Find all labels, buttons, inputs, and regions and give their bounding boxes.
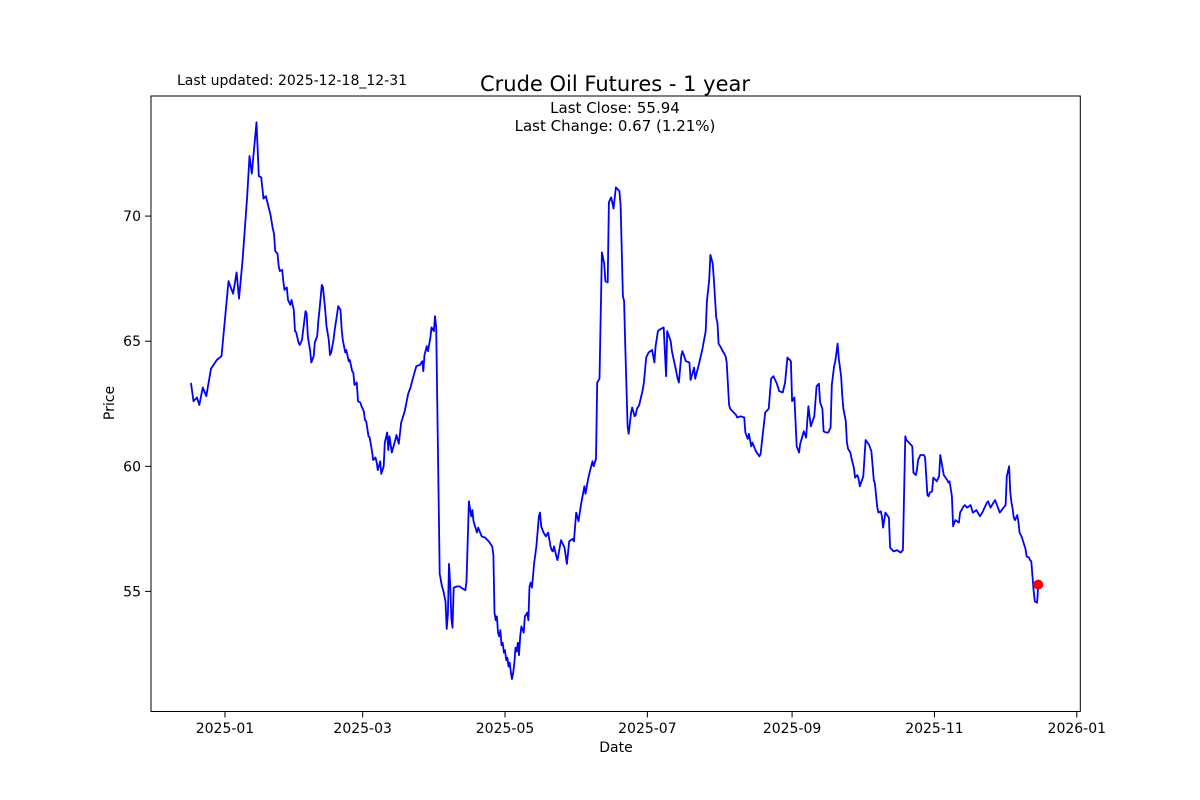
y-tick-label: 60 — [123, 459, 141, 475]
last-close-label: Last Close: 55.94 — [550, 99, 680, 117]
chart-title: Crude Oil Futures - 1 year — [479, 72, 751, 96]
plot-frame — [150, 95, 1081, 712]
x-tick-label: 2025-01 — [196, 721, 255, 737]
price-line — [190, 121, 1040, 680]
x-tick-label: 2025-09 — [763, 721, 822, 737]
y-tick-label: 55 — [123, 584, 141, 600]
last-price-dot — [1033, 579, 1044, 590]
y-axis-label: Price — [102, 385, 118, 421]
x-tick-label: 2025-05 — [476, 721, 535, 737]
last-updated-annotation: Last updated: 2025-12-18_12-31 — [177, 73, 408, 89]
y-tick-label: 70 — [123, 209, 141, 225]
x-tick-label: 2025-03 — [333, 721, 392, 737]
last-change-label: Last Change: 0.67 (1.21%) — [514, 117, 716, 135]
x-tick-label: 2025-11 — [905, 721, 964, 737]
x-axis-label: Date — [599, 740, 633, 756]
y-tick-label: 65 — [123, 334, 141, 350]
x-tick-label: 2026-01 — [1048, 721, 1107, 737]
x-tick-label: 2025-07 — [618, 721, 677, 737]
